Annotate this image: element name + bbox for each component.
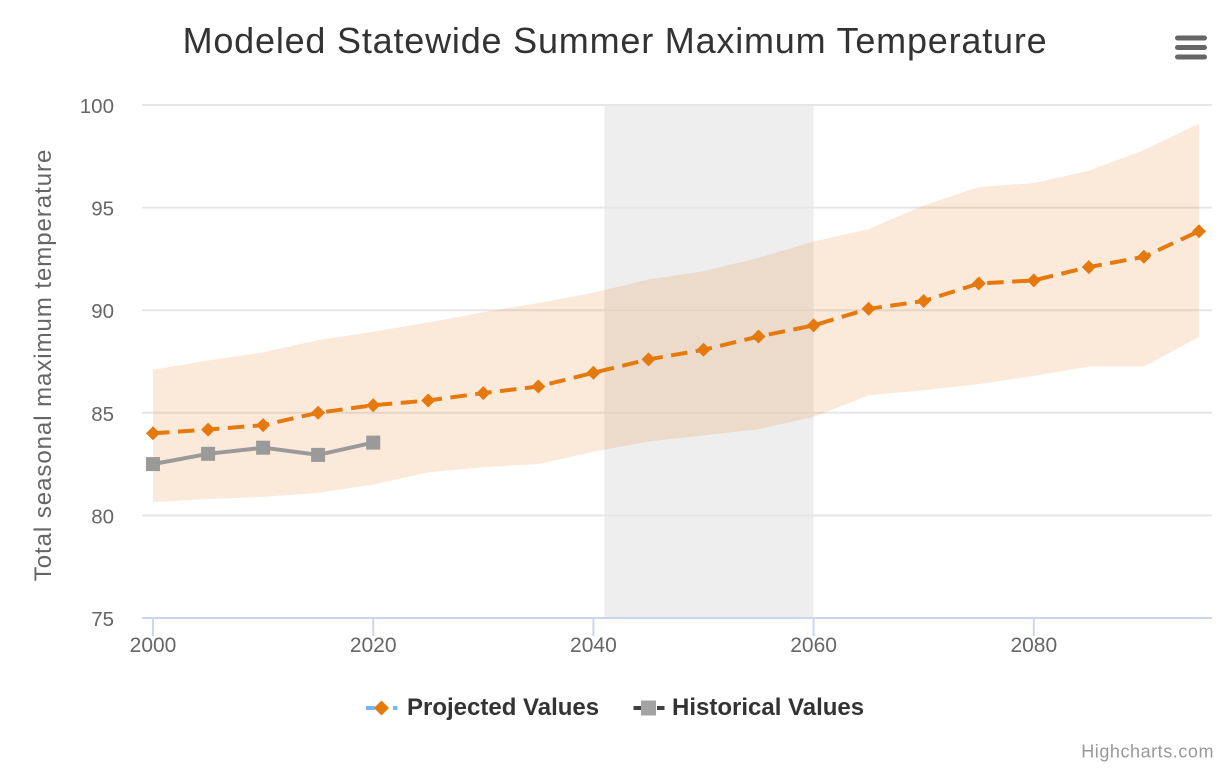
svg-text:2000: 2000 (130, 634, 177, 657)
svg-text:85: 85 (91, 403, 114, 426)
svg-text:Total seasonal maximum tempera: Total seasonal maximum temperature (30, 149, 57, 581)
svg-text:Historical Values: Historical Values (672, 694, 864, 721)
svg-text:Highcharts.com: Highcharts.com (1081, 742, 1214, 762)
svg-text:2020: 2020 (350, 634, 397, 657)
svg-text:2040: 2040 (570, 634, 617, 657)
svg-text:2080: 2080 (1010, 634, 1057, 657)
svg-text:2060: 2060 (790, 634, 837, 657)
svg-text:90: 90 (91, 300, 114, 323)
svg-text:100: 100 (80, 95, 114, 118)
svg-text:95: 95 (91, 198, 114, 221)
svg-text:Projected Values: Projected Values (407, 694, 599, 721)
svg-text:80: 80 (91, 505, 114, 528)
svg-text:75: 75 (91, 608, 114, 631)
svg-text:Modeled Statewide Summer Maxim: Modeled Statewide Summer Maximum Tempera… (183, 20, 1048, 61)
